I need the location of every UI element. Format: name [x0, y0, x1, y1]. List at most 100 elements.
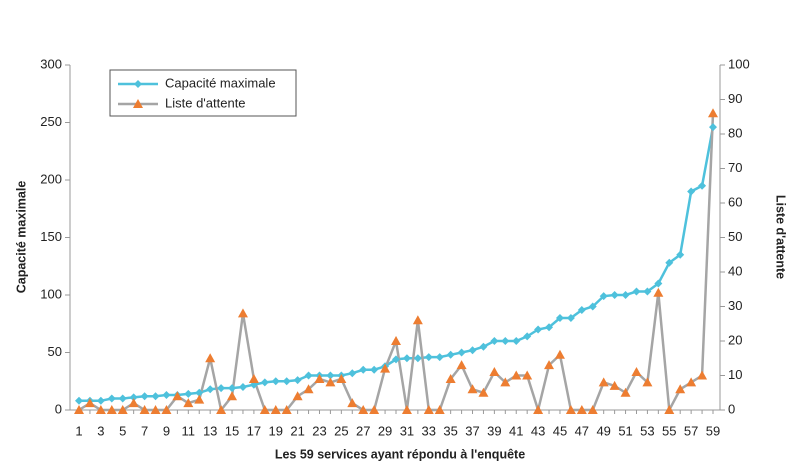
point [632, 287, 641, 296]
y2-tick-label: 100 [728, 56, 750, 71]
point [565, 405, 576, 414]
x-tick-label: 19 [269, 423, 283, 438]
point [708, 108, 718, 118]
x-tick-label: 25 [334, 423, 348, 438]
point [248, 373, 259, 383]
point [654, 279, 663, 288]
point [445, 373, 456, 383]
point [534, 325, 543, 334]
y-tick-label: 100 [40, 286, 62, 301]
y2-tick-label: 90 [728, 91, 742, 106]
point [303, 384, 314, 394]
point [359, 365, 368, 374]
x-tick-label: 59 [706, 423, 720, 438]
y-tick-label: 150 [40, 229, 62, 244]
x-tick-label: 37 [465, 423, 479, 438]
x-tick-label: 1 [75, 423, 82, 438]
point [587, 405, 598, 414]
point [205, 353, 216, 363]
point [118, 394, 127, 403]
point [620, 387, 631, 397]
point [522, 370, 533, 380]
point [664, 405, 675, 414]
point [665, 258, 674, 267]
point [675, 384, 686, 394]
point [74, 405, 84, 414]
point [270, 405, 281, 414]
point [479, 342, 488, 351]
point [281, 405, 292, 414]
legend-marker [134, 80, 142, 88]
point [216, 405, 227, 414]
legend-marker [133, 99, 143, 108]
x-tick-label: 3 [97, 423, 104, 438]
point [489, 367, 500, 377]
x-tick-label: 29 [378, 423, 392, 438]
point [117, 405, 128, 414]
point [423, 405, 434, 414]
point [401, 405, 412, 414]
point [545, 323, 554, 332]
x-tick-label: 17 [247, 423, 261, 438]
y2-tick-label: 40 [728, 263, 742, 278]
y2-tick-label: 10 [728, 367, 742, 382]
x-tick-label: 57 [684, 423, 698, 438]
point [544, 360, 555, 370]
point [523, 332, 532, 341]
point [490, 337, 499, 345]
point [697, 370, 708, 380]
x-tick-label: 23 [312, 423, 326, 438]
point [533, 405, 544, 414]
point [554, 349, 565, 359]
y2-tick-label: 70 [728, 160, 742, 175]
point [609, 380, 620, 390]
point [500, 377, 511, 387]
point [402, 354, 411, 363]
x-tick-label: 27 [356, 423, 370, 438]
point [304, 371, 313, 380]
series-line [78, 113, 715, 415]
point [631, 367, 642, 377]
point [314, 373, 325, 383]
x-axis-label: Les 59 services ayant répondu à l'enquêt… [275, 447, 525, 461]
point [435, 353, 444, 362]
point [227, 391, 238, 401]
point [511, 370, 522, 380]
x-tick-label: 55 [662, 423, 676, 438]
x-tick-label: 41 [509, 423, 523, 438]
point [598, 377, 609, 387]
point [413, 354, 422, 363]
point [183, 398, 194, 408]
point [75, 396, 83, 405]
point [139, 405, 150, 414]
y2-axis-label: Liste d'attente [774, 195, 788, 279]
x-tick-label: 15 [225, 423, 239, 438]
y-tick-label: 0 [55, 401, 62, 416]
point [162, 391, 171, 400]
point [446, 350, 455, 359]
point [588, 302, 597, 311]
point [151, 392, 160, 401]
point [501, 337, 510, 345]
point [237, 308, 248, 318]
point [577, 305, 586, 314]
point [467, 384, 478, 394]
point [238, 383, 247, 391]
point [424, 353, 433, 362]
y-tick-label: 300 [40, 56, 62, 71]
point [293, 376, 302, 385]
point [653, 287, 664, 297]
point [610, 291, 619, 299]
point [434, 405, 445, 414]
point [370, 365, 379, 374]
point [347, 398, 358, 408]
legend-box [109, 69, 297, 117]
point [621, 291, 630, 299]
point [686, 377, 697, 387]
x-tick-label: 9 [163, 423, 170, 438]
x-tick-label: 51 [618, 423, 632, 438]
point [478, 387, 489, 397]
point [259, 405, 270, 414]
point [282, 377, 291, 386]
